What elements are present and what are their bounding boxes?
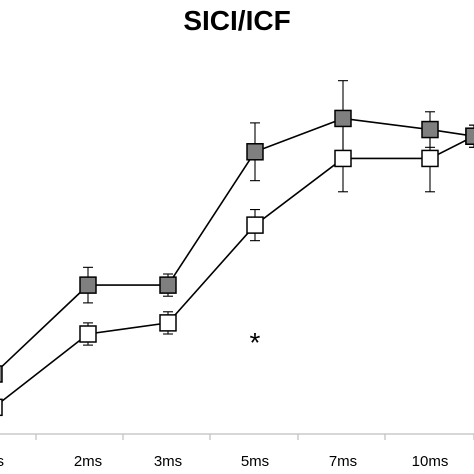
marker-series-1 (79, 325, 97, 343)
chart-title: SICI/ICF (183, 5, 290, 36)
x-tick-label: 7ms (329, 453, 357, 470)
x-axis-tick-labels: ms 2ms 3ms 5ms 7ms 10ms (0, 453, 448, 470)
marker-series-0 (421, 120, 439, 139)
marker-series-1 (159, 314, 177, 332)
marker-series-0 (0, 365, 3, 383)
marker-series-0 (79, 276, 97, 294)
marker-series-1 (421, 149, 439, 168)
error-bars (83, 80, 474, 346)
marker-series-1 (334, 149, 352, 168)
marker-series-1 (246, 216, 264, 234)
markers (0, 109, 474, 417)
x-tick-label: 5ms (241, 453, 269, 470)
marker-series-0 (246, 143, 264, 161)
x-tick-label: ms (0, 453, 4, 470)
annotations: * (250, 327, 261, 358)
marker-series-0 (159, 276, 177, 294)
marker-series-1 (0, 398, 3, 417)
series-line-1 (0, 135, 474, 404)
x-tick-label: 3ms (154, 453, 182, 470)
x-tick-label: 10ms (412, 453, 449, 470)
x-axis-ticks (35, 434, 474, 440)
marker-series-0 (465, 127, 474, 145)
x-tick-label: 2ms (74, 453, 102, 470)
marker-series-0 (334, 109, 352, 128)
series-lines (0, 117, 474, 404)
significance-asterisk: * (250, 327, 261, 358)
